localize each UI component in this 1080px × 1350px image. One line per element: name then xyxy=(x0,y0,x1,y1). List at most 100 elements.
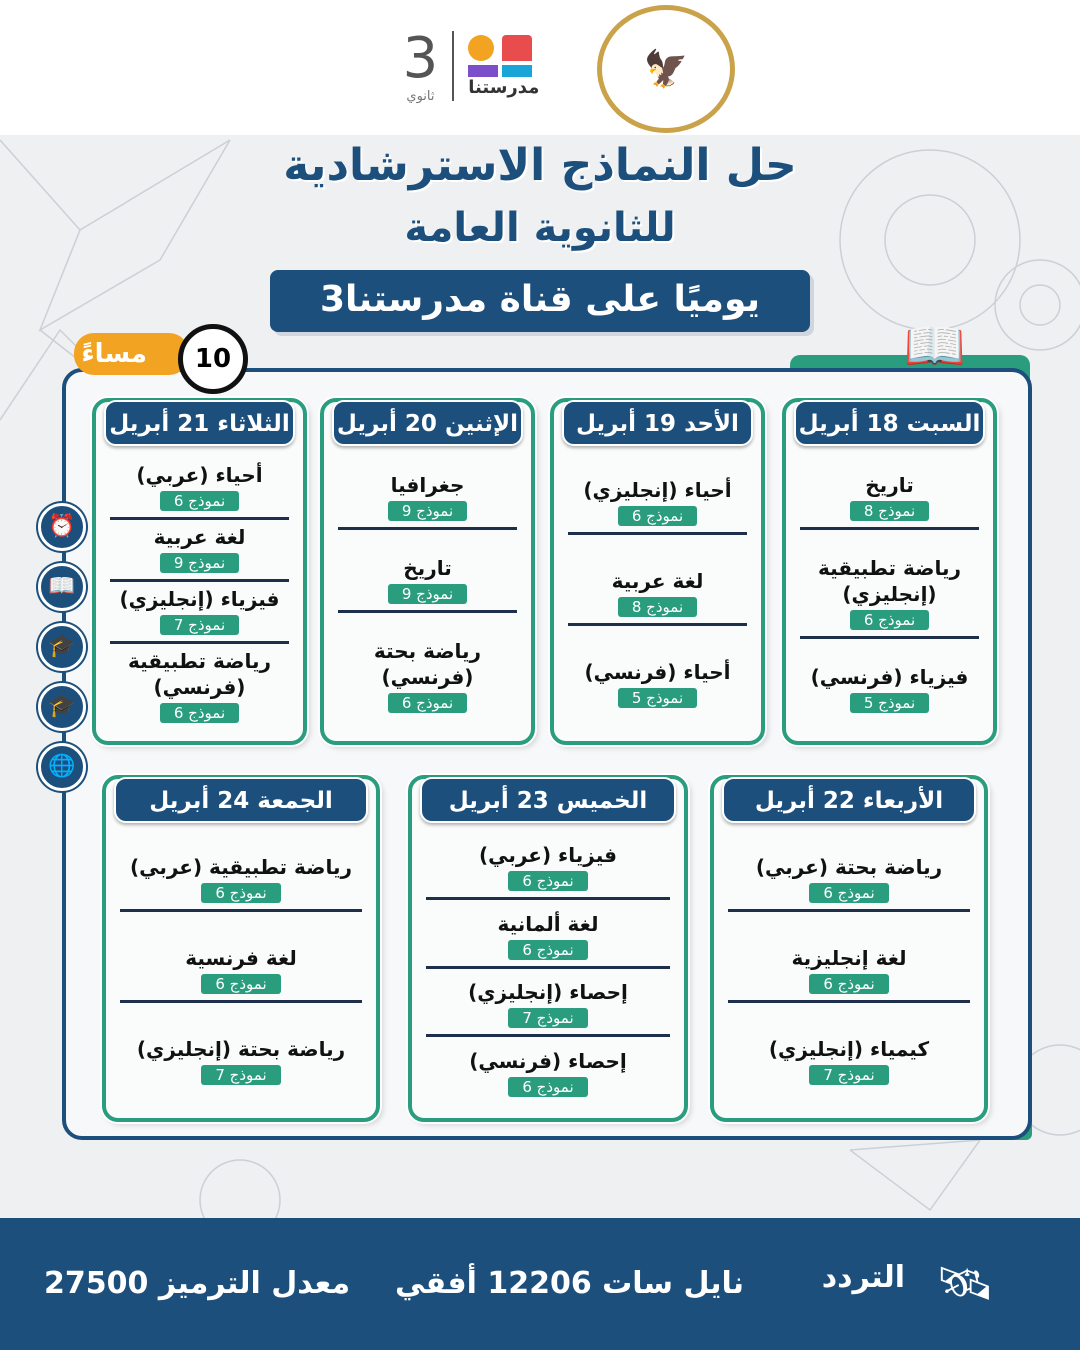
day-card: الثلاثاء 21 أبريل أحياء (عربي) نموذج 6 لغة … xyxy=(92,398,307,745)
model-badge: نموذج 7 xyxy=(809,1065,889,1086)
model-badge: نموذج 6 xyxy=(809,973,889,994)
subtitle-bar: يوميًا على قناة مدرستنا3 xyxy=(270,270,810,332)
ministry-seal: 🦅 xyxy=(597,5,735,133)
subject-item: رياضة تطبيقية (عربي) نموذج 6 xyxy=(120,854,362,912)
subject-name: رياضة تطبيقية (إنجليزي) xyxy=(818,555,961,606)
day-header: الخميس 23 أبريل xyxy=(420,777,676,823)
day-card: السبت 18 أبريل تاريخ نموذج 8 رياضة تطبيقية … xyxy=(782,398,997,745)
subject-item: لغة عربية نموذج 8 xyxy=(568,568,747,626)
day-card: الأربعاء 22 أبريل رياضة بحتة (عربي) نموذج … xyxy=(710,775,988,1122)
subject-list: رياضة تطبيقية (عربي) نموذج 6 لغة فرنسية نمو… xyxy=(120,837,362,1108)
subject-item: أحياء (فرنسي) نموذج 5 xyxy=(568,659,747,714)
subject-item: رياضة تطبيقية (إنجليزي) نموذج 6 xyxy=(800,555,979,639)
subject-name: رياضة تطبيقية (فرنسي) xyxy=(128,649,271,699)
subject-item: رياضة بحتة (فرنسي) نموذج 6 xyxy=(338,638,517,719)
subject-name: أحياء (فرنسي) xyxy=(584,660,731,685)
day-header: الثلاثاء 21 أبريل xyxy=(104,400,295,446)
subject-list: أحياء (عربي) نموذج 6 لغة عربية نموذج 9 فيزيا… xyxy=(110,460,289,731)
model-badge: نموذج 6 xyxy=(387,692,468,713)
madrasetna-logo: 3 ثانوي مدرستنا xyxy=(357,0,585,132)
title-line2: للثانوية العامة xyxy=(404,205,676,251)
day-header: الإثنين 20 أبريل xyxy=(332,400,523,446)
subject-name: تاريخ xyxy=(865,473,914,498)
subject-list: تاريخ نموذج 8 رياضة تطبيقية (إنجليزي) نموذج… xyxy=(800,460,979,731)
model-badge: نموذج 6 xyxy=(201,882,281,903)
model-badge: نموذج 6 xyxy=(201,973,281,994)
model-badge: نموذج 6 xyxy=(809,882,889,903)
model-badge: نموذج 5 xyxy=(617,688,698,709)
subject-item: فيزياء (إنجليزي) نموذج 7 xyxy=(110,586,289,644)
model-badge: نموذج 9 xyxy=(387,501,468,522)
title-line1: حل النماذج الاسترشادية xyxy=(283,140,797,191)
subject-item: لغة عربية نموذج 9 xyxy=(110,524,289,582)
subject-name: رياضة تطبيقية (عربي) xyxy=(129,854,353,879)
logo-sub: ثانوي xyxy=(406,88,435,104)
subject-item: تاريخ نموذج 8 xyxy=(800,472,979,531)
satellite-icon: 🛰 xyxy=(935,1256,995,1310)
model-badge: نموذج 8 xyxy=(617,596,698,617)
model-badge: نموذج 9 xyxy=(387,583,468,604)
day-header: السبت 18 أبريل xyxy=(794,400,985,446)
subject-name: لغة عربية xyxy=(611,568,704,593)
background-geometric-pattern xyxy=(0,139,1080,1220)
subject-list: أحياء (إنجليزي) نموذج 6 لغة عربية نموذج 8 أح… xyxy=(568,460,747,731)
book-icon: 📖 xyxy=(38,563,86,611)
model-badge: نموذج 9 xyxy=(159,553,240,573)
graduation-cap-icon: 🎓 xyxy=(38,683,86,731)
subject-item: لغة إنجليزية نموذج 6 xyxy=(728,945,970,1003)
model-badge: نموذج 6 xyxy=(849,609,930,630)
subject-item: رياضة بحتة (إنجليزي) نموذج 7 xyxy=(120,1036,362,1091)
subject-name: أحياء (عربي) xyxy=(136,463,263,487)
subject-item: تاريخ نموذج 9 xyxy=(338,555,517,613)
model-badge: نموذج 6 xyxy=(159,491,240,511)
open-book-icon: 📖 xyxy=(903,317,967,375)
subject-item: لغة ألمانية نموذج 6 xyxy=(426,911,670,969)
subject-name: فيزياء (إنجليزي) xyxy=(119,587,280,611)
model-badge: نموذج 6 xyxy=(159,703,240,723)
model-badge: نموذج 5 xyxy=(849,692,930,713)
subject-name: إحصاء (فرنسي) xyxy=(469,1048,627,1073)
subject-list: رياضة بحتة (عربي) نموذج 6 لغة إنجليزية نموذ… xyxy=(728,837,970,1108)
subject-item: رياضة بحتة (عربي) نموذج 6 xyxy=(728,854,970,912)
subject-item: كيمياء (إنجليزي) نموذج 7 xyxy=(728,1036,970,1091)
subject-name: أحياء (إنجليزي) xyxy=(583,477,732,502)
model-badge: نموذج 6 xyxy=(617,505,698,526)
frequency-value: نايل سات 12206 أفقي xyxy=(395,1266,745,1301)
day-header: الجمعة 24 أبريل xyxy=(114,777,368,823)
alarm-clock-icon: ⏰ xyxy=(38,503,86,551)
subject-name: لغة عربية xyxy=(153,525,246,549)
day-card: الجمعة 24 أبريل رياضة تطبيقية (عربي) نموذج… xyxy=(102,775,380,1122)
subject-name: فيزياء (عربي) xyxy=(478,843,618,868)
subject-list: فيزياء (عربي) نموذج 6 لغة ألمانية نموذج 6 إح… xyxy=(426,837,670,1108)
subject-name: لغة ألمانية xyxy=(497,911,599,936)
subject-name: تاريخ xyxy=(403,555,452,580)
symbol-rate: معدل الترميز 27500 xyxy=(44,1266,351,1301)
subject-item: فيزياء (فرنسي) نموذج 5 xyxy=(800,664,979,719)
subject-name: كيمياء (إنجليزي) xyxy=(768,1037,930,1062)
subject-list: جغرافيا نموذج 9 تاريخ نموذج 9 رياضة بحتة (فر… xyxy=(338,460,517,731)
graduation-cap-icon: 🎓 xyxy=(38,623,86,671)
frequency-label: التردد xyxy=(821,1260,905,1295)
clock-icon: 10 xyxy=(178,324,248,394)
subject-name: رياضة بحتة (فرنسي) xyxy=(373,638,482,689)
globe-icon: 🌐 xyxy=(38,743,86,791)
subject-name: رياضة بحتة (إنجليزي) xyxy=(136,1037,346,1062)
day-header: الأربعاء 22 أبريل xyxy=(722,777,976,823)
subject-name: رياضة بحتة (عربي) xyxy=(755,854,943,879)
model-badge: نموذج 7 xyxy=(508,1008,588,1029)
day-header: الأحد 19 أبريل xyxy=(562,400,753,446)
model-badge: نموذج 7 xyxy=(159,615,240,635)
footer-bar: 🛰 التردد نايل سات 12206 أفقي معدل الترمي… xyxy=(0,1218,1080,1350)
logo-number: 3 xyxy=(402,25,439,91)
time-period-badge: مساءً xyxy=(74,333,189,375)
subject-name: لغة فرنسية xyxy=(185,945,297,970)
model-badge: نموذج 8 xyxy=(849,501,930,522)
subject-item: أحياء (إنجليزي) نموذج 6 xyxy=(568,477,747,535)
subject-item: رياضة تطبيقية (فرنسي) نموذج 6 xyxy=(110,648,289,729)
subject-name: لغة إنجليزية xyxy=(791,945,907,970)
subject-name: جغرافيا xyxy=(390,473,465,498)
day-card: الإثنين 20 أبريل جغرافيا نموذج 9 تاريخ نموذج… xyxy=(320,398,535,745)
model-badge: نموذج 6 xyxy=(508,939,588,960)
subject-item: أحياء (عربي) نموذج 6 xyxy=(110,462,289,520)
subject-item: فيزياء (عربي) نموذج 6 xyxy=(426,842,670,901)
